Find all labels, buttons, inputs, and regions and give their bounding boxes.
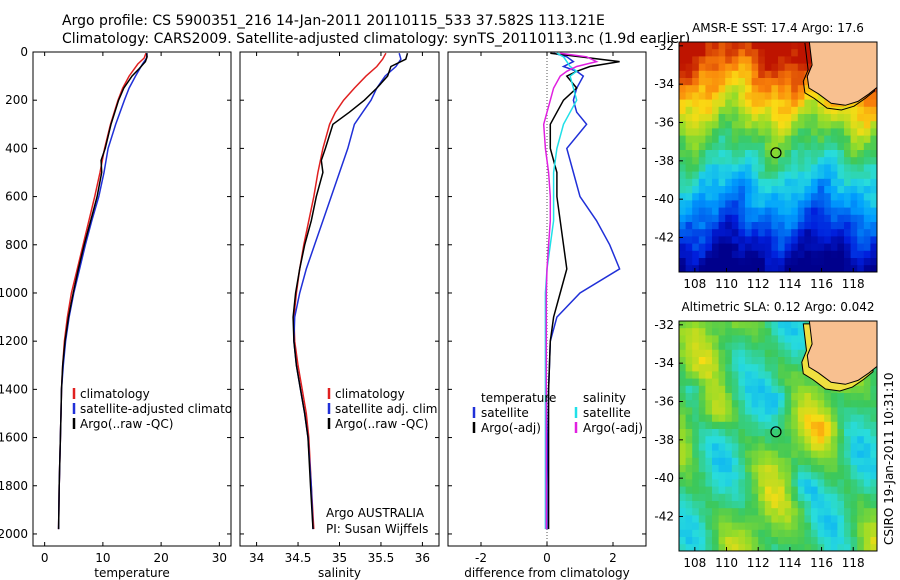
series-line-difference-1 xyxy=(547,52,620,530)
x-tick-label: 35.5 xyxy=(368,551,395,565)
series-line-salinity-0 xyxy=(293,52,387,530)
y-tick-label: 1400 xyxy=(0,382,28,396)
series-line-difference-0 xyxy=(546,52,621,530)
series-line-temperature-0 xyxy=(57,52,147,530)
plot-frame xyxy=(32,51,232,547)
y-tick-label: -38 xyxy=(654,433,674,447)
x-tick-label: 30 xyxy=(212,551,227,565)
y-tick-label: -42 xyxy=(654,510,674,524)
legend-label: satellite xyxy=(481,406,529,420)
y-tick-label: -42 xyxy=(654,231,674,245)
x-tick-label: 10 xyxy=(95,551,110,565)
y-tick-label: -40 xyxy=(654,192,674,206)
x-axis-label: difference from climatology xyxy=(464,566,630,580)
argo-org-label: Argo AUSTRALIA xyxy=(326,506,425,520)
legend-label: Argo(-adj) xyxy=(481,421,541,435)
profile-panels: 0 10 20 30temperature0200400600800100012001… xyxy=(0,45,647,580)
legend-label: satellite xyxy=(583,406,631,420)
legend-label: satellite-adjusted climatology xyxy=(80,402,258,416)
argo-position-marker xyxy=(770,147,782,159)
series-line-salinity-1 xyxy=(293,52,402,530)
legend-title-temperature: temperature xyxy=(481,391,556,405)
map-field xyxy=(679,42,877,272)
pi-label: PI: Susan Wijffels xyxy=(326,522,428,536)
x-tick-label: 108 xyxy=(683,277,706,291)
x-tick-label: 2 xyxy=(609,551,617,565)
x-axis-label: salinity xyxy=(318,566,361,580)
x-tick-label: 118 xyxy=(842,556,865,570)
x-tick-label: 35 xyxy=(332,551,347,565)
x-tick-label: 34.5 xyxy=(285,551,312,565)
x-tick-label: 34 xyxy=(249,551,264,565)
land-australia xyxy=(806,42,877,106)
profile-panel-salinity: 34 34.5 35 35.5 36 salinity climatologysatelli… xyxy=(239,51,441,580)
csiro-stamp: CSIRO 19-Jan-2011 10:31:10 xyxy=(882,373,896,545)
y-tick-label: 2000 xyxy=(0,527,28,541)
y-tick-label: 400 xyxy=(5,141,28,155)
y-tick-label: -40 xyxy=(654,471,674,485)
series-line-salinity-2 xyxy=(292,52,409,530)
series-line-temperature-2 xyxy=(57,53,148,530)
x-tick-label: 20 xyxy=(153,551,168,565)
x-tick-label: -2 xyxy=(475,551,487,565)
y-tick-label: -34 xyxy=(654,356,674,370)
y-tick-label: 800 xyxy=(5,238,28,252)
contour-line xyxy=(802,42,876,111)
plot-frame xyxy=(239,51,440,547)
x-tick-label: 112 xyxy=(747,277,770,291)
legend-label: Argo(..raw -QC) xyxy=(80,417,173,431)
y-tick-label: 1200 xyxy=(0,334,28,348)
y-tick-label: -36 xyxy=(654,395,674,409)
y-tick-label: 1800 xyxy=(0,479,28,493)
x-tick-label: 110 xyxy=(715,277,738,291)
x-tick-label: 116 xyxy=(810,277,833,291)
map-panel-sla_map: Altimetric SLA: 0.12 Argo: 0.042 108 110 11… xyxy=(654,300,878,570)
x-axis-label: temperature xyxy=(94,566,169,580)
x-tick-label: 36 xyxy=(415,551,430,565)
x-tick-label: 118 xyxy=(842,277,865,291)
y-tick-label: 1000 xyxy=(0,286,28,300)
x-tick-label: 114 xyxy=(778,277,801,291)
x-tick-label: 0 xyxy=(543,551,551,565)
y-tick-label: 1600 xyxy=(0,431,28,445)
x-tick-label: 108 xyxy=(683,556,706,570)
map-frame xyxy=(678,41,878,273)
legend-title-salinity: salinity xyxy=(583,391,626,405)
x-tick-label: 116 xyxy=(810,556,833,570)
x-tick-label: 110 xyxy=(715,556,738,570)
map-panel-sst_map: AMSR-E SST: 17.4 Argo: 17.6 108 110 112 114 1… xyxy=(654,21,878,291)
y-tick-label: -32 xyxy=(654,318,674,332)
figure-title-line1: Argo profile: CS 5900351_216 14-Jan-2011… xyxy=(62,13,605,29)
legend-label: climatology xyxy=(335,387,405,401)
profile-panel-temperature: 0 10 20 30 temperature 0 200 400 600 800 1000 1200 1… xyxy=(0,45,258,580)
y-tick-label: 0 xyxy=(20,45,28,59)
y-tick-label: 200 xyxy=(5,93,28,107)
map-panels: AMSR-E SST: 17.4 Argo: 17.6 108 110 112 114 1… xyxy=(654,21,878,570)
figure-title-line2: Climatology: CARS2009. Satellite-adjuste… xyxy=(62,31,690,47)
legend-label: climatology xyxy=(80,387,150,401)
y-tick-label: 600 xyxy=(5,190,28,204)
y-tick-label: -34 xyxy=(654,77,674,91)
legend-label: Argo(..raw -QC) xyxy=(335,417,428,431)
argo-position-marker xyxy=(770,426,782,438)
x-tick-label: 112 xyxy=(747,556,770,570)
x-tick-label: 0 xyxy=(41,551,49,565)
series-line-difference-2 xyxy=(544,52,578,530)
x-tick-label: 114 xyxy=(778,556,801,570)
y-tick-label: -38 xyxy=(654,154,674,168)
map-title: Altimetric SLA: 0.12 Argo: 0.042 xyxy=(681,300,874,314)
legend-label: Argo(-adj) xyxy=(583,421,643,435)
legend-label: satellite adj. clim. xyxy=(335,402,441,416)
series-line-difference-3 xyxy=(542,52,599,530)
map-frame xyxy=(678,320,878,552)
y-tick-label: -36 xyxy=(654,116,674,130)
map-title: AMSR-E SST: 17.4 Argo: 17.6 xyxy=(692,21,864,35)
y-tick-label: -32 xyxy=(654,39,674,53)
land-australia xyxy=(806,321,877,385)
